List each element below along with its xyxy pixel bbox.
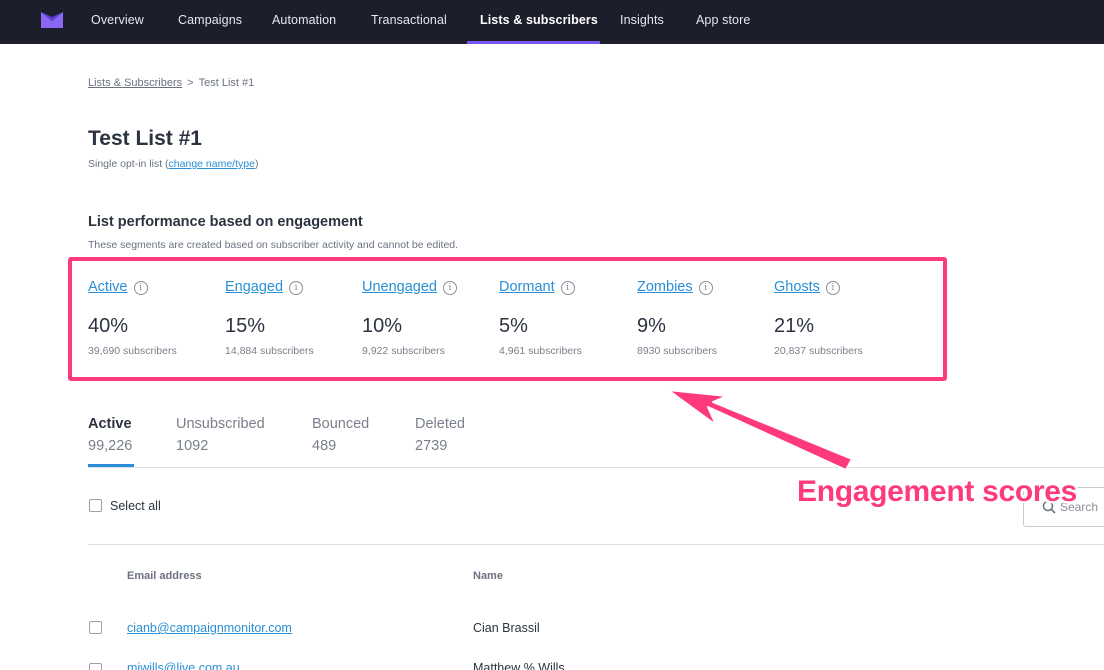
- segment-active-subscribers: 39,690 subscribers: [88, 345, 177, 357]
- segment-unengaged-percent: 10%: [362, 315, 403, 337]
- segment-active: Active i 40% 39,690 subscribers: [88, 278, 218, 357]
- breadcrumb-current: Test List #1: [198, 77, 255, 89]
- subtitle-suffix: ): [254, 158, 259, 170]
- table-divider: [88, 544, 1104, 545]
- engagement-highlight-box: [68, 257, 947, 381]
- segment-ghosts-percent: 21%: [774, 315, 815, 337]
- change-name-type-link[interactable]: change name/type: [168, 158, 255, 170]
- tab-deleted-count: 2739: [415, 438, 448, 454]
- column-header-email[interactable]: Email address: [127, 570, 202, 582]
- segment-dormant-link[interactable]: Dormant: [499, 279, 555, 295]
- segment-dormant: Dormant i 5% 4,961 subscribers: [499, 278, 629, 357]
- nav-item-automation[interactable]: Automation: [272, 13, 337, 27]
- breadcrumb: Lists & Subscribers > Test List #1: [88, 77, 254, 89]
- tabs-divider: [88, 467, 1104, 468]
- search-icon: [1042, 500, 1056, 514]
- segment-dormant-percent: 5%: [499, 315, 528, 337]
- info-icon[interactable]: i: [443, 281, 457, 295]
- tab-active[interactable]: Active 99,226: [88, 416, 132, 454]
- nav-item-lists-subscribers[interactable]: Lists & subscribers: [480, 13, 598, 27]
- tab-bounced[interactable]: Bounced 489: [312, 416, 369, 454]
- info-icon[interactable]: i: [560, 281, 575, 295]
- segment-dormant-subscribers: 4,961 subscribers: [499, 345, 582, 357]
- search-input[interactable]: Search: [1023, 487, 1104, 527]
- select-all-checkbox[interactable]: [89, 499, 102, 512]
- tab-active-indicator: [88, 464, 134, 467]
- app-logo-icon[interactable]: [41, 12, 63, 28]
- performance-section-description: These segments are created based on subs…: [88, 239, 459, 251]
- tab-bounced-label: Bounced: [312, 416, 370, 432]
- segment-ghosts: Ghosts i 21% 20,837 subscribers: [774, 278, 904, 357]
- column-header-name[interactable]: Name: [473, 570, 503, 582]
- segment-zombies-subscribers: 8930 subscribers: [637, 345, 717, 357]
- segment-ghosts-link[interactable]: Ghosts: [774, 279, 820, 295]
- segment-unengaged-link[interactable]: Unengaged: [362, 279, 437, 295]
- segment-engaged-percent: 15%: [225, 315, 266, 337]
- segment-engaged-link[interactable]: Engaged: [225, 279, 284, 295]
- row-email-link[interactable]: cianb@campaignmonitor.com: [127, 621, 292, 635]
- nav-item-campaigns[interactable]: Campaigns: [178, 13, 243, 27]
- segment-engaged: Engaged i 15% 14,884 subscribers: [225, 278, 355, 357]
- tab-bounced-count: 489: [312, 438, 337, 454]
- tab-unsubscribed[interactable]: Unsubscribed 1092: [176, 416, 265, 454]
- segment-active-percent: 40%: [88, 315, 129, 337]
- nav-item-overview[interactable]: Overview: [91, 13, 144, 27]
- tab-deleted[interactable]: Deleted 2739: [415, 416, 465, 454]
- nav-item-insights[interactable]: Insights: [620, 13, 664, 27]
- nav-item-transactional[interactable]: Transactional: [371, 13, 447, 27]
- tab-deleted-label: Deleted: [415, 416, 465, 432]
- segment-zombies-link[interactable]: Zombies: [637, 279, 693, 295]
- row-name: Cian Brassil: [473, 621, 540, 635]
- search-placeholder: Search: [1060, 500, 1099, 514]
- tab-active-count: 99,226: [88, 438, 133, 454]
- tab-active-label: Active: [88, 416, 132, 432]
- info-icon[interactable]: i: [825, 281, 840, 295]
- segment-engaged-subscribers: 14,884 subscribers: [225, 345, 314, 357]
- top-navigation: Overview Campaigns Automation Transactio…: [0, 0, 1104, 44]
- row-checkbox[interactable]: [89, 663, 102, 670]
- info-icon[interactable]: i: [698, 281, 713, 295]
- info-icon[interactable]: i: [289, 281, 304, 295]
- tab-unsubscribed-count: 1092: [176, 438, 209, 454]
- segment-zombies-percent: 9%: [637, 315, 666, 337]
- performance-section-title: List performance based on engagement: [88, 214, 363, 230]
- annotation-label: Engagement scores: [797, 475, 1078, 508]
- tab-unsubscribed-label: Unsubscribed: [176, 416, 265, 432]
- segment-active-link[interactable]: Active: [88, 279, 128, 295]
- breadcrumb-lists-subscribers-link[interactable]: Lists & Subscribers: [88, 77, 183, 89]
- segment-unengaged-subscribers: 9,922 subscribers: [362, 345, 445, 357]
- row-name: Matthew % Wills: [473, 661, 565, 670]
- nav-item-app-store[interactable]: App store: [696, 13, 751, 27]
- page-title: Test List #1: [88, 127, 202, 150]
- row-email-link[interactable]: mjwills@live.com.au: [127, 661, 240, 670]
- segment-zombies: Zombies i 9% 8930 subscribers: [637, 278, 767, 357]
- subtitle-prefix: Single opt-in list (: [88, 158, 169, 170]
- segment-ghosts-subscribers: 20,837 subscribers: [774, 345, 863, 357]
- breadcrumb-separator: >: [187, 77, 194, 89]
- row-checkbox[interactable]: [89, 621, 102, 634]
- select-all-label: Select all: [110, 499, 161, 513]
- segment-unengaged: Unengaged i 10% 9,922 subscribers: [362, 278, 492, 357]
- info-icon[interactable]: i: [133, 281, 148, 295]
- list-type-subtitle: Single opt-in list (change name/type): [88, 158, 258, 170]
- nav-active-indicator: [467, 41, 600, 44]
